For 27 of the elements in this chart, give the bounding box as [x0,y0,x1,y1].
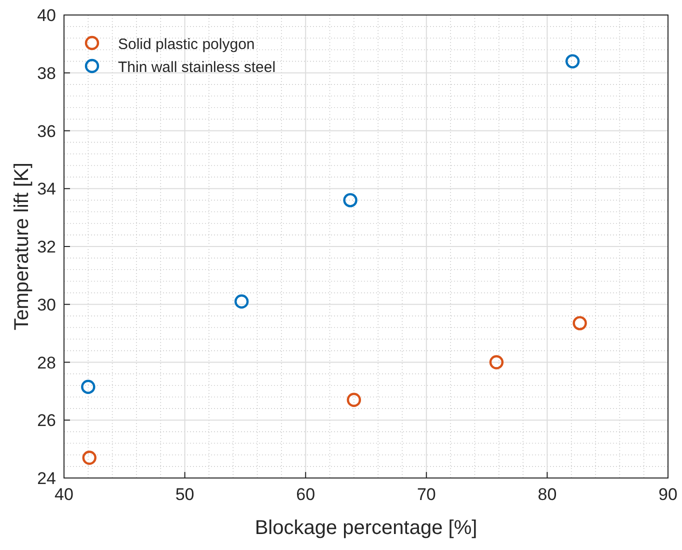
y-axis-title: Temperature lift [K] [11,162,33,330]
point [81,380,96,394]
y-tick-label: 34 [37,180,56,199]
y-tick-label: 30 [37,295,56,314]
x-axis-title: Blockage percentage [%] [254,517,478,539]
y-tick-label: 40 [37,6,56,25]
y-tick-label: 26 [37,411,56,430]
y-tick-label: 28 [37,353,56,372]
x-tick-label: 60 [296,485,316,504]
point [343,193,358,208]
x-tick-label: 50 [175,485,194,504]
x-tick-label: 70 [416,485,436,504]
x-tick-label: 80 [538,485,557,504]
y-tick-label: 36 [37,122,56,141]
point [489,355,504,370]
x-tick-label: 40 [54,485,74,504]
y-tick-label: 24 [37,469,56,488]
point [572,316,587,330]
y-tick-label: 38 [37,64,56,83]
point [346,392,362,407]
point [565,54,580,68]
legend-label: Thin wall stainless steel [118,59,276,76]
point [82,450,96,465]
point [234,294,249,309]
x-tick-label: 90 [658,485,678,504]
legend-label: Solid plastic polygon [118,36,255,53]
y-tick-label: 32 [37,238,56,256]
